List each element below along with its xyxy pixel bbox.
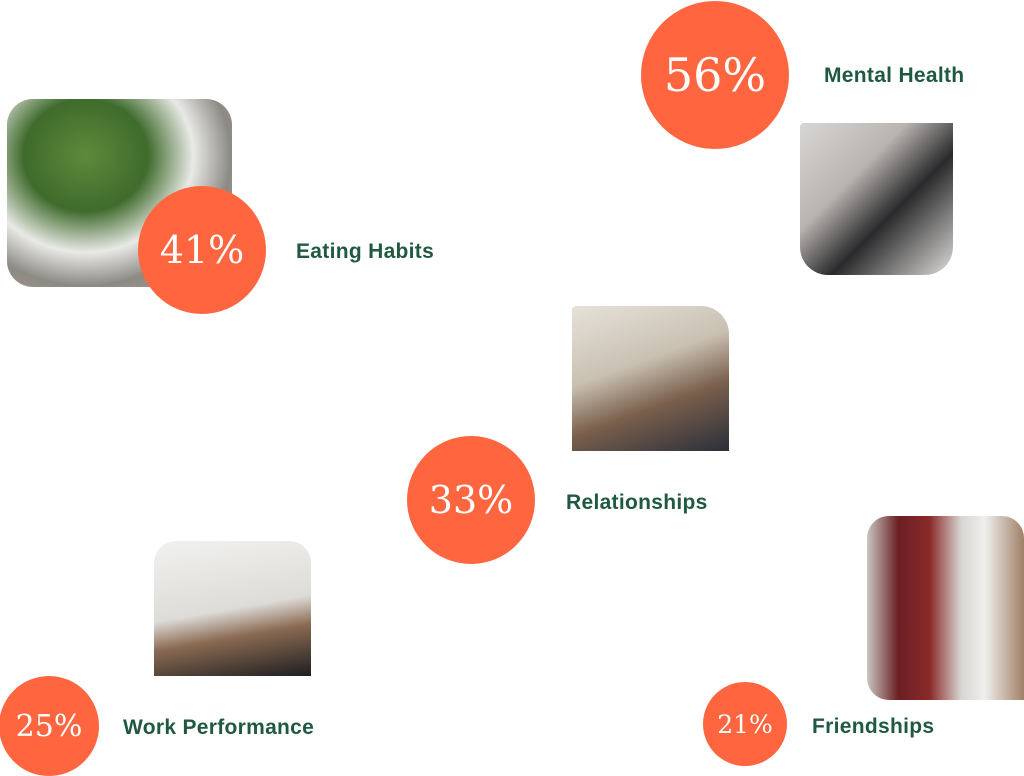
percent-circle-work-performance: 25% — [0, 676, 99, 776]
percent-circle-mental-health: 56% — [641, 1, 789, 149]
percent-value: 56% — [663, 48, 767, 102]
friends-walking-photo — [867, 516, 1024, 700]
percent-value: 21% — [717, 709, 773, 739]
hands-holding-photo — [800, 123, 953, 275]
woman-at-desk-photo — [154, 541, 311, 676]
percent-circle-friendships: 21% — [703, 682, 787, 766]
label-work-performance: Work Performance — [123, 716, 315, 739]
label-relationships: Relationships — [566, 491, 708, 514]
percent-value: 25% — [15, 708, 83, 744]
percent-circle-relationships: 33% — [407, 436, 535, 564]
percent-circle-eating-habits: 41% — [138, 186, 266, 314]
label-eating-habits: Eating Habits — [296, 240, 435, 263]
label-friendships: Friendships — [812, 715, 935, 738]
label-mental-health: Mental Health — [824, 64, 965, 87]
percent-value: 33% — [428, 478, 514, 522]
couple-with-dog-photo — [572, 306, 729, 451]
percent-value: 41% — [159, 228, 245, 272]
